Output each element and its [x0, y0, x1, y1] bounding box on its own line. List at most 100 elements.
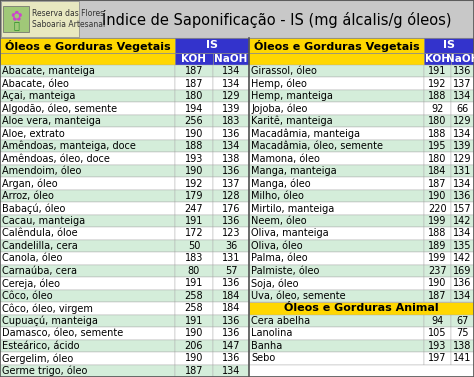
Bar — [213, 90, 249, 103]
Text: Açai, manteiga: Açai, manteiga — [2, 91, 75, 101]
Text: Cupuaçú, manteiga: Cupuaçú, manteiga — [2, 316, 98, 326]
Text: 187: 187 — [185, 79, 203, 89]
Bar — [175, 352, 213, 365]
Bar — [175, 302, 213, 314]
Text: Côco, óleo, virgem: Côco, óleo, virgem — [2, 303, 93, 314]
Bar — [175, 190, 213, 202]
Text: 258: 258 — [185, 291, 203, 301]
Bar — [0, 314, 175, 327]
Bar — [451, 290, 474, 302]
Text: 180: 180 — [428, 116, 447, 126]
Text: 191: 191 — [185, 278, 203, 288]
Bar — [249, 127, 424, 140]
Text: 187: 187 — [428, 179, 447, 188]
Text: Aloe vera, manteiga: Aloe vera, manteiga — [2, 116, 101, 126]
Bar — [213, 290, 249, 302]
Bar — [451, 227, 474, 240]
Bar — [424, 340, 451, 352]
Bar — [249, 277, 424, 290]
Text: 188: 188 — [428, 129, 447, 139]
Bar — [175, 152, 213, 165]
Text: 136: 136 — [222, 353, 240, 363]
Text: 135: 135 — [453, 241, 472, 251]
Bar — [249, 103, 424, 115]
Text: Arroz, óleo: Arroz, óleo — [2, 191, 54, 201]
Text: 195: 195 — [428, 141, 447, 151]
Text: 134: 134 — [453, 91, 472, 101]
Text: 136: 136 — [222, 328, 240, 338]
Bar — [424, 38, 474, 53]
Bar — [175, 327, 213, 340]
Bar — [424, 140, 451, 152]
Text: Lanolina: Lanolina — [251, 328, 292, 338]
Bar — [451, 314, 474, 327]
Bar — [451, 240, 474, 252]
Text: Calêndula, óloe: Calêndula, óloe — [2, 228, 78, 239]
Bar — [424, 290, 451, 302]
Text: Milho, óleo: Milho, óleo — [251, 191, 304, 201]
Bar — [0, 90, 175, 103]
Text: 134: 134 — [222, 141, 240, 151]
Text: Germe trigo, óleo: Germe trigo, óleo — [2, 366, 87, 376]
Bar — [424, 314, 451, 327]
Bar — [213, 103, 249, 115]
Text: Esteárico, ácido: Esteárico, ácido — [2, 341, 80, 351]
Bar — [175, 90, 213, 103]
Bar — [451, 65, 474, 78]
Text: 142: 142 — [453, 253, 472, 264]
Bar — [175, 277, 213, 290]
Text: 137: 137 — [222, 179, 240, 188]
Bar — [424, 65, 451, 78]
Bar — [451, 215, 474, 227]
Bar — [213, 215, 249, 227]
Bar — [451, 115, 474, 127]
Text: 50: 50 — [188, 241, 200, 251]
Text: 190: 190 — [185, 328, 203, 338]
Text: Oliva, óleo: Oliva, óleo — [251, 241, 302, 251]
Text: 179: 179 — [185, 191, 203, 201]
Text: Sebo: Sebo — [251, 353, 275, 363]
Bar — [0, 152, 175, 165]
Bar — [424, 165, 451, 177]
Text: 247: 247 — [185, 204, 203, 213]
Bar — [424, 177, 451, 190]
Text: Manga, óleo: Manga, óleo — [251, 178, 310, 189]
Bar — [249, 115, 424, 127]
Text: 134: 134 — [453, 179, 472, 188]
Text: Macadâmia, manteiga: Macadâmia, manteiga — [251, 129, 360, 139]
Text: 🌿: 🌿 — [13, 20, 19, 31]
Bar — [0, 202, 175, 215]
Bar — [424, 53, 451, 65]
Bar — [424, 202, 451, 215]
Bar — [175, 340, 213, 352]
Text: Abacate, manteiga: Abacate, manteiga — [2, 66, 95, 76]
Text: 139: 139 — [222, 104, 240, 114]
Text: 176: 176 — [222, 204, 240, 213]
Bar — [424, 240, 451, 252]
Text: 142: 142 — [453, 216, 472, 226]
Text: Palma, óleo: Palma, óleo — [251, 253, 308, 264]
Bar — [451, 265, 474, 277]
Text: 187: 187 — [185, 66, 203, 76]
Bar — [0, 190, 175, 202]
Bar — [451, 127, 474, 140]
Text: 197: 197 — [428, 353, 447, 363]
Text: Cereja, óleo: Cereja, óleo — [2, 278, 60, 289]
Bar — [0, 53, 175, 65]
Bar — [249, 215, 424, 227]
Text: Neem, óleo: Neem, óleo — [251, 216, 307, 226]
Bar — [175, 53, 213, 65]
Bar — [0, 240, 175, 252]
Bar — [213, 78, 249, 90]
Bar — [424, 265, 451, 277]
Bar — [249, 290, 424, 302]
Bar — [3, 6, 29, 32]
Bar — [175, 215, 213, 227]
Text: 184: 184 — [222, 303, 240, 313]
Text: 136: 136 — [222, 166, 240, 176]
Bar — [213, 365, 249, 377]
Bar — [424, 190, 451, 202]
Bar — [0, 127, 175, 140]
Text: 191: 191 — [185, 216, 203, 226]
Bar — [249, 252, 424, 265]
